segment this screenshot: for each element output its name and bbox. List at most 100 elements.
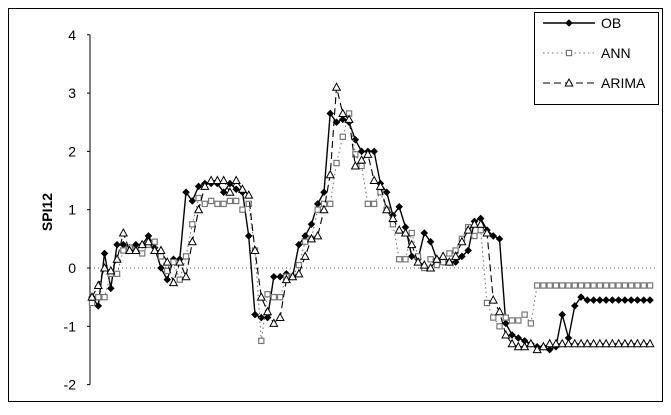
legend-label-ann: ANN — [601, 45, 631, 61]
data-point-arima — [538, 341, 549, 351]
data-point-ob — [307, 220, 316, 229]
legend-marker-arima — [564, 77, 574, 87]
data-point-ann — [301, 238, 309, 245]
data-point-ann — [477, 226, 484, 234]
data-point-arima — [93, 280, 103, 289]
data-point-ann — [615, 282, 622, 289]
data-point-arima — [281, 274, 292, 284]
data-point-ob — [351, 135, 360, 144]
data-point-ann — [195, 194, 202, 202]
data-point-ob — [464, 246, 472, 255]
data-point-ob — [320, 188, 328, 196]
data-point-arima — [237, 184, 248, 193]
data-point-ob — [570, 302, 579, 310]
data-point-arima — [645, 338, 655, 348]
data-point-ob — [163, 275, 172, 284]
data-point-arima — [407, 239, 417, 249]
data-point-ann — [540, 282, 547, 289]
data-point-arima — [168, 277, 179, 287]
data-point-ob — [451, 258, 460, 266]
data-point-ob — [627, 296, 635, 304]
data-point-ob — [94, 302, 103, 310]
data-point-arima — [219, 175, 229, 185]
data-point-ann — [88, 299, 96, 307]
data-point-ann — [496, 323, 503, 330]
data-point-arima — [200, 181, 210, 190]
data-point-arima — [394, 225, 404, 234]
data-point-arima — [124, 245, 135, 255]
data-point-ann — [515, 317, 522, 324]
data-point-ann — [559, 282, 566, 289]
data-point-ann — [508, 317, 516, 324]
data-point-ob — [545, 345, 554, 354]
data-point-arima — [482, 227, 492, 237]
data-point-arima — [607, 338, 618, 348]
data-point-ann — [352, 151, 359, 158]
data-point-ob — [194, 182, 203, 191]
data-point-arima — [419, 260, 429, 269]
data-point-ob — [458, 252, 466, 261]
data-point-ann — [101, 293, 108, 301]
y-tick-label: 2 — [68, 143, 76, 159]
data-point-arima — [601, 338, 611, 348]
data-point-ann — [151, 238, 158, 245]
data-point-arima — [356, 155, 367, 164]
data-point-ann — [226, 197, 234, 205]
data-point-ob — [100, 249, 109, 258]
data-point-ob — [489, 232, 498, 240]
data-point-arima — [400, 227, 411, 237]
data-point-ann — [138, 250, 146, 257]
data-point-ob — [577, 293, 585, 301]
data-point-arima — [175, 257, 185, 266]
data-point-arima — [526, 338, 536, 348]
data-point-arima — [162, 257, 172, 266]
data-point-ob — [589, 296, 598, 304]
y-tick-label: 0 — [68, 260, 76, 276]
data-point-ann — [427, 256, 434, 263]
data-point-ann — [333, 159, 340, 167]
data-point-arima — [344, 114, 354, 123]
data-point-arima — [626, 338, 636, 348]
data-point-ann — [533, 282, 541, 289]
data-point-ann — [189, 221, 196, 228]
data-point-ob — [426, 237, 435, 246]
data-point-arima — [269, 318, 279, 327]
data-point-arima — [244, 190, 254, 199]
data-point-arima — [131, 245, 141, 255]
data-point-arima — [588, 338, 599, 348]
data-point-ob — [357, 147, 366, 156]
data-point-ann — [233, 197, 240, 205]
data-point-arima — [250, 245, 260, 255]
data-point-arima — [551, 338, 561, 348]
data-point-arima — [143, 236, 154, 246]
data-point-ann — [483, 299, 491, 307]
data-point-ob — [370, 147, 378, 156]
data-point-arima — [570, 338, 580, 348]
data-point-arima — [300, 251, 310, 260]
data-point-arima — [206, 175, 216, 185]
data-point-arima — [369, 175, 379, 185]
data-point-ob — [514, 334, 523, 342]
y-axis-label: SPI12 — [39, 193, 55, 231]
data-point-ann — [527, 320, 535, 327]
data-point-ann — [634, 282, 641, 289]
data-point-ob — [219, 188, 228, 196]
data-point-ann — [95, 293, 102, 301]
data-point-arima — [438, 251, 448, 260]
data-point-ann — [207, 197, 215, 205]
data-point-ann — [295, 261, 303, 269]
data-point-arima — [87, 292, 97, 301]
data-point-ann — [471, 232, 478, 240]
data-point-ann — [521, 311, 528, 318]
y-tick-label: -2 — [64, 377, 77, 393]
data-point-ann — [627, 282, 635, 289]
data-point-ann — [552, 282, 560, 289]
data-point-ob — [502, 319, 510, 328]
data-point-ann — [220, 200, 227, 208]
data-point-arima — [432, 254, 442, 263]
data-point-ann — [396, 256, 403, 263]
data-point-ob — [113, 240, 121, 249]
data-point-ann — [433, 261, 441, 269]
data-point-ob — [621, 296, 629, 304]
